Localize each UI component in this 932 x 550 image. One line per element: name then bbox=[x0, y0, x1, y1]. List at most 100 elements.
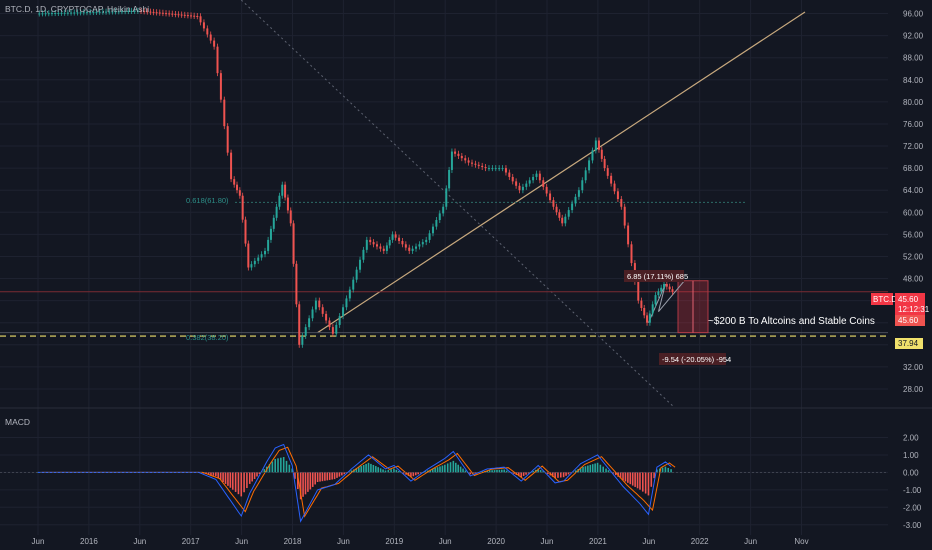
candle-body bbox=[372, 242, 375, 245]
macd-axis-label: -2.00 bbox=[903, 503, 922, 512]
candle-body bbox=[651, 304, 654, 314]
time-axis-label: 2022 bbox=[691, 537, 709, 546]
candle-body bbox=[213, 40, 216, 47]
macd-histogram-bar bbox=[412, 472, 415, 477]
candle-body bbox=[124, 11, 127, 13]
macd-histogram-bar bbox=[441, 465, 444, 473]
candle-body bbox=[352, 279, 355, 290]
macd-histogram-bar bbox=[390, 469, 392, 473]
macd-histogram-bar bbox=[237, 472, 240, 495]
macd-histogram-bar bbox=[253, 472, 256, 479]
candle-body bbox=[425, 239, 428, 243]
macd-histogram-bar bbox=[454, 462, 457, 473]
drawing-overlays bbox=[0, 0, 888, 408]
price-axis[interactable]: 96.00 92.00 88.00 84.00 80.00 76.00 72.00 68.00… bbox=[903, 10, 924, 394]
candle-body bbox=[591, 150, 594, 161]
macd-axis[interactable]: 2.00 1.00 0.00 -1.00 -2.00 -3.00 bbox=[903, 433, 922, 529]
macd-histogram-bar bbox=[311, 472, 314, 487]
candle-body bbox=[108, 11, 111, 13]
macd-histogram-bar bbox=[439, 466, 441, 473]
candle-body bbox=[606, 168, 609, 176]
candle-body bbox=[616, 191, 619, 200]
candle-body bbox=[253, 260, 256, 265]
macd-histogram-bar bbox=[602, 466, 605, 473]
candle-body bbox=[314, 300, 317, 310]
macd-histogram-bar bbox=[256, 472, 258, 477]
candle-body bbox=[278, 195, 281, 207]
time-axis[interactable]: Jun 2016 Jun 2017 Jun 2018 Jun 2019 Jun 2020 Jun 20… bbox=[32, 537, 809, 546]
candle-body bbox=[504, 168, 507, 173]
macd-histogram-bar bbox=[664, 466, 667, 473]
macd-histogram-bar bbox=[434, 468, 436, 473]
candle-body bbox=[60, 12, 63, 14]
time-axis-label: Jun bbox=[439, 537, 452, 546]
price-axis-label: 28.00 bbox=[903, 385, 924, 394]
macd-histogram-bar bbox=[486, 470, 489, 473]
macd-histogram-bar bbox=[481, 471, 484, 473]
macd-histogram-bar bbox=[367, 462, 370, 473]
candle-body bbox=[101, 11, 104, 13]
macd-histogram-bar bbox=[231, 472, 234, 490]
candle-body bbox=[202, 22, 205, 29]
candle-body bbox=[460, 155, 463, 159]
candle-body bbox=[342, 307, 345, 317]
candle-body bbox=[610, 175, 613, 184]
candle-body bbox=[325, 313, 328, 321]
candle-body bbox=[623, 206, 626, 226]
candle-body bbox=[76, 12, 79, 14]
candle-body bbox=[95, 11, 98, 13]
candle-body bbox=[584, 170, 587, 181]
fib-upper-label: 0.618(61.80) bbox=[186, 196, 229, 205]
candle-body bbox=[275, 206, 278, 218]
macd-histogram-bar bbox=[496, 469, 498, 473]
range-down-box bbox=[659, 353, 726, 365]
macd-histogram-bar bbox=[419, 472, 422, 474]
candle-body bbox=[474, 163, 477, 165]
candle-body bbox=[219, 73, 222, 100]
candle-body bbox=[581, 180, 584, 191]
candle-body bbox=[233, 179, 236, 185]
candle-body bbox=[38, 13, 41, 15]
note-label: ~$200 B To Altcoins and Stable Coins bbox=[708, 316, 875, 327]
macd-histogram-bar bbox=[462, 468, 464, 473]
candle-body bbox=[577, 190, 580, 197]
macd-axis-label: 1.00 bbox=[903, 451, 919, 460]
candle-body bbox=[247, 243, 250, 268]
candle-body bbox=[41, 13, 44, 15]
macd-series bbox=[0, 443, 888, 523]
macd-histogram-bar bbox=[557, 472, 559, 478]
candle-body bbox=[398, 237, 401, 241]
time-axis-label: Nov bbox=[794, 537, 808, 546]
candle-body bbox=[98, 11, 101, 13]
macd-histogram-bar bbox=[658, 468, 661, 473]
candle-body bbox=[114, 11, 117, 13]
macd-histogram-bar bbox=[288, 464, 291, 473]
macd-histogram-bar bbox=[513, 472, 515, 474]
candle-body bbox=[328, 320, 331, 328]
candle-body bbox=[643, 307, 646, 316]
macd-histogram-bar bbox=[452, 460, 455, 473]
macd-histogram-bar bbox=[343, 472, 346, 475]
candle-body bbox=[394, 234, 397, 238]
candle-body bbox=[44, 13, 47, 15]
macd-histogram-bar bbox=[212, 472, 215, 476]
macd-histogram-bar bbox=[488, 470, 491, 473]
candle-body bbox=[177, 14, 180, 16]
candle-body bbox=[467, 160, 470, 163]
macd-histogram-bar bbox=[414, 472, 417, 476]
macd-histogram-bar bbox=[653, 472, 655, 479]
macd-histogram-bar bbox=[565, 472, 567, 476]
macd-histogram-bar bbox=[299, 472, 302, 500]
price-tag-secondary-value: 45.60 bbox=[898, 316, 919, 325]
macd-histogram-bar bbox=[431, 468, 434, 473]
candle-body bbox=[511, 176, 514, 182]
macd-histogram-bar bbox=[210, 472, 212, 476]
macd-histogram-bar bbox=[639, 472, 641, 490]
macd-histogram-bar bbox=[215, 472, 217, 477]
macd-histogram-bar bbox=[393, 468, 395, 473]
candle-body bbox=[161, 12, 164, 14]
candle-body bbox=[603, 158, 606, 169]
macd-histogram-bar bbox=[402, 472, 405, 474]
macd-histogram-bar bbox=[525, 472, 527, 475]
macd-histogram-bar bbox=[624, 472, 627, 482]
